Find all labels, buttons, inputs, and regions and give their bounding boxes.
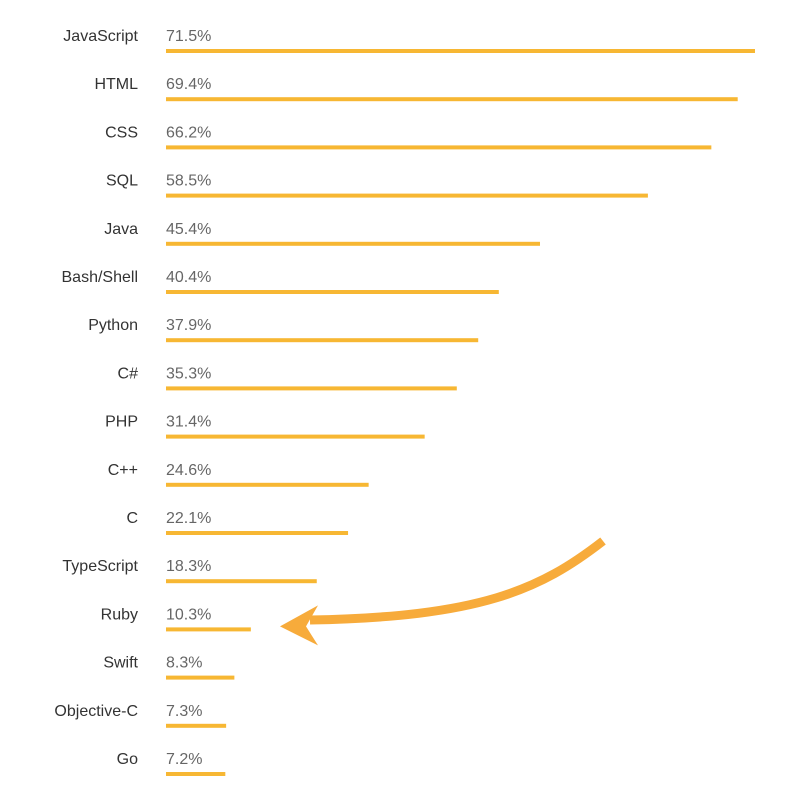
bar-row: Go 7.2% [117,751,226,776]
category-label: Java [104,221,138,238]
value-label: 8.3% [166,655,202,672]
bar [166,290,499,294]
value-label: 22.1% [166,510,211,527]
bar [166,531,349,535]
bar [166,97,738,102]
bar-row: HTML 69.4% [94,76,738,102]
bar [166,145,712,150]
value-label: 58.5% [166,173,211,190]
bar [166,434,425,439]
category-label: C++ [108,462,138,479]
bar-row: PHP 31.4% [105,414,425,439]
ruby-highlight-arrow [280,537,606,646]
value-label: 18.3% [166,558,211,575]
arrow-head [280,605,318,646]
bar [166,579,317,584]
value-label: 7.2% [166,751,202,768]
category-label: Swift [103,655,138,672]
bar [166,241,540,246]
bar [166,723,227,728]
bar-row: Ruby 10.3% [101,606,251,632]
category-label: C# [118,365,139,382]
category-label: Bash/Shell [62,269,139,286]
bar [166,386,457,391]
value-label: 45.4% [166,221,211,238]
category-label: PHP [105,414,138,431]
value-label: 37.9% [166,317,211,334]
category-label: CSS [105,124,138,141]
chart-rows: JavaScript 71.5% HTML 69.4% CSS 66.2% SQL 58.5%… [54,28,755,776]
bar-row: C# 35.3% [118,365,457,391]
bar-row: Java 45.4% [104,221,540,246]
category-label: SQL [106,173,138,190]
bar-row: TypeScript 18.3% [62,558,317,584]
value-label: 7.3% [166,703,202,720]
value-label: 69.4% [166,76,211,93]
bar-row: Objective-C 7.3% [54,703,227,728]
bar [166,675,235,680]
category-label: JavaScript [63,28,138,45]
category-label: Ruby [101,606,138,623]
arrow-shaft [309,537,606,625]
category-label: TypeScript [62,558,138,575]
bar-row: C 22.1% [126,510,349,535]
bar-row: Swift 8.3% [103,655,235,680]
bar [166,49,755,53]
bar-row: JavaScript 71.5% [63,28,755,53]
bar [166,482,369,487]
value-label: 66.2% [166,124,211,141]
value-label: 35.3% [166,365,211,382]
value-label: 71.5% [166,28,211,45]
value-label: 10.3% [166,606,211,623]
bar-row: CSS 66.2% [105,124,712,150]
value-label: 24.6% [166,462,211,479]
bar [166,772,226,776]
category-label: HTML [94,76,138,93]
bar-row: SQL 58.5% [106,173,648,198]
bar-row: C++ 24.6% [108,462,369,487]
category-label: Go [117,751,138,768]
value-label: 40.4% [166,269,211,286]
bar-row: Python 37.9% [88,317,479,343]
bar [166,627,251,632]
value-label: 31.4% [166,414,211,431]
category-label: Python [88,317,138,334]
bar [166,193,648,198]
category-label: C [126,510,138,527]
bar [166,338,479,343]
category-label: Objective-C [54,703,138,720]
bar-row: Bash/Shell 40.4% [62,269,499,294]
